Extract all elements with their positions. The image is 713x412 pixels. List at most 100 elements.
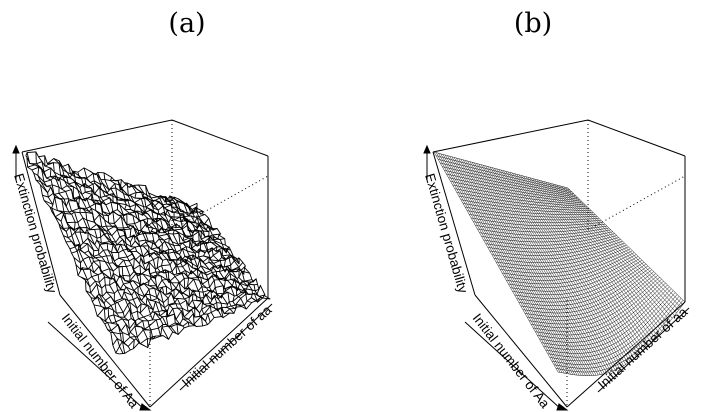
surface-line (536, 179, 656, 339)
axis-arrows-b (423, 144, 690, 411)
surface-line (109, 177, 196, 327)
surface-line (516, 174, 637, 357)
surface-line (77, 172, 169, 340)
surface-line (133, 185, 215, 318)
surface-line (547, 182, 667, 327)
panel-b-box (432, 119, 686, 408)
surface-line (561, 186, 679, 311)
surface-line (474, 162, 597, 376)
surface-line (525, 176, 645, 350)
surface-line (89, 170, 177, 334)
surface-line (509, 172, 631, 362)
panel-label-a: (a) (168, 8, 206, 39)
surface-line (567, 187, 686, 303)
surface-line (467, 210, 600, 221)
axis-arrows-a (12, 144, 273, 411)
surface-line (549, 183, 669, 324)
surface-line (453, 157, 578, 376)
surface-line (485, 165, 607, 374)
surface-line (456, 157, 580, 376)
surface-line (447, 155, 571, 375)
surface-line (496, 168, 618, 370)
surface-line (512, 172, 633, 361)
surface-line (25, 155, 120, 355)
surface-line (173, 196, 252, 303)
surface-line (71, 170, 164, 337)
panel-label-b: (b) (513, 8, 553, 39)
surface-line (138, 184, 222, 317)
surface-line (128, 183, 211, 323)
surface-line (440, 153, 565, 374)
surface-line (478, 163, 601, 375)
surface-line (518, 174, 639, 356)
surface-line (95, 173, 179, 335)
surface-line (35, 151, 126, 354)
surface-line (520, 175, 641, 354)
surface-line (119, 179, 204, 326)
surface-line (558, 185, 677, 314)
surface-line (58, 160, 149, 348)
surface-line (552, 183, 671, 322)
surface-line (460, 159, 584, 376)
surface-line (565, 187, 684, 305)
surface-line (451, 156, 576, 376)
surface-line (188, 206, 264, 299)
surface-line (545, 181, 664, 329)
surface-line (469, 161, 593, 376)
surface-line (541, 180, 660, 334)
surface-line (96, 278, 254, 317)
surface-line (563, 186, 681, 308)
surface-line (476, 163, 599, 376)
surface-line (438, 153, 563, 373)
surface-line (47, 162, 140, 344)
panel-a-box (21, 119, 269, 408)
surface-line (495, 244, 627, 267)
surface-line (532, 178, 652, 344)
surface-line (449, 156, 573, 375)
surface-line (38, 156, 131, 351)
surface-line (103, 172, 190, 327)
surface-line (505, 171, 626, 365)
surface-line (53, 158, 146, 347)
surface-line (178, 198, 257, 302)
surface-line (471, 162, 595, 376)
surface-line (436, 152, 561, 373)
surface-line (487, 166, 609, 373)
surface-line (445, 154, 569, 375)
surface-line (494, 168, 616, 371)
surface-line (467, 160, 590, 376)
surface-line (442, 154, 567, 374)
surface-line (26, 152, 124, 354)
surface-line (156, 195, 235, 314)
surface-line (458, 158, 582, 376)
surface-line (554, 184, 673, 319)
surface-line (145, 185, 224, 318)
surface-line (83, 167, 174, 333)
surface-line (507, 171, 629, 364)
surface-line (124, 182, 208, 325)
surface-line (26, 156, 198, 211)
surface-line (480, 164, 603, 375)
surface-line (44, 155, 135, 349)
surface-line (115, 180, 197, 327)
surface-line (527, 177, 648, 348)
surface-line (491, 167, 614, 372)
surface-a (25, 151, 271, 355)
surface-line (67, 164, 156, 340)
surface-line (498, 169, 620, 369)
surface-line (529, 177, 650, 346)
surface-line (500, 169, 622, 368)
panel-b-hidden-edges (566, 120, 686, 407)
surface-line (514, 173, 635, 359)
surface-line (534, 178, 654, 341)
surface-line (462, 159, 586, 376)
surface-b (433, 151, 686, 376)
surface-line (523, 175, 643, 352)
surface-line (543, 181, 662, 332)
surface-line (465, 160, 588, 376)
ylabel-b: Initial number of aa (595, 304, 691, 392)
surface-line (538, 180, 658, 337)
surface-line (489, 166, 612, 372)
surface-line (62, 166, 152, 341)
surface-line (503, 170, 624, 366)
